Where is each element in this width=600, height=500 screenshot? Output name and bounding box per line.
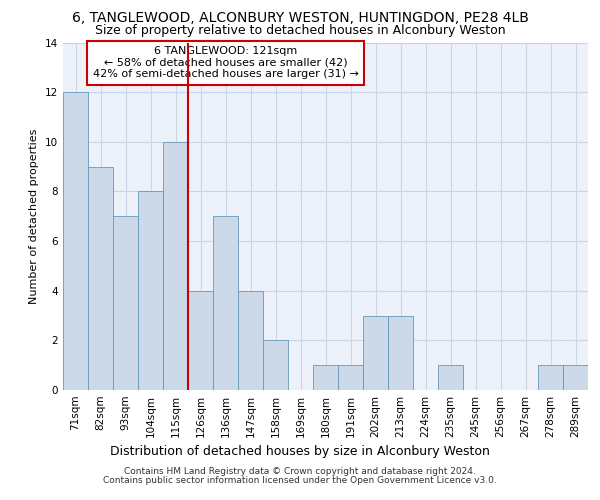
Text: Distribution of detached houses by size in Alconbury Weston: Distribution of detached houses by size … [110, 444, 490, 458]
Bar [163, 142, 188, 390]
Bar [138, 192, 163, 390]
Bar [388, 316, 413, 390]
Text: 6 TANGLEWOOD: 121sqm
← 58% of detached houses are smaller (42)
42% of semi-detac: 6 TANGLEWOOD: 121sqm ← 58% of detached h… [92, 46, 358, 80]
Text: Size of property relative to detached houses in Alconbury Weston: Size of property relative to detached ho… [95, 24, 505, 37]
Bar [88, 166, 113, 390]
Bar [263, 340, 288, 390]
Y-axis label: Number of detached properties: Number of detached properties [29, 128, 40, 304]
Bar [188, 290, 213, 390]
Bar [338, 365, 363, 390]
Bar [363, 316, 388, 390]
Bar [538, 365, 563, 390]
Bar [213, 216, 238, 390]
Text: 6, TANGLEWOOD, ALCONBURY WESTON, HUNTINGDON, PE28 4LB: 6, TANGLEWOOD, ALCONBURY WESTON, HUNTING… [71, 11, 529, 25]
Text: Contains HM Land Registry data © Crown copyright and database right 2024.: Contains HM Land Registry data © Crown c… [124, 467, 476, 476]
Bar [113, 216, 138, 390]
Bar [313, 365, 338, 390]
Text: Contains public sector information licensed under the Open Government Licence v3: Contains public sector information licen… [103, 476, 497, 485]
Bar [63, 92, 88, 390]
Bar [238, 290, 263, 390]
Bar [438, 365, 463, 390]
Bar [563, 365, 588, 390]
